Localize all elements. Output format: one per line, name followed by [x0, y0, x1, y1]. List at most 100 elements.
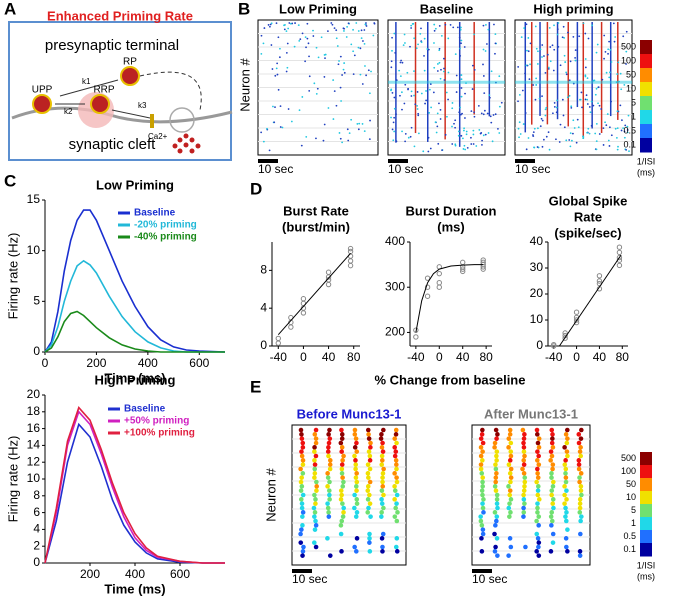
- raster-dot: [576, 462, 582, 467]
- raster-dot: [480, 505, 486, 511]
- colorbar-cell: [640, 517, 652, 531]
- raster-dot: [480, 112, 483, 115]
- raster-dot: [361, 123, 364, 125]
- x-tick-label: 200: [80, 567, 100, 581]
- raster-dot: [410, 27, 413, 29]
- raster-dot: [518, 121, 521, 124]
- raster-dot: [608, 126, 611, 129]
- raster-dot: [569, 145, 572, 148]
- raster-dot: [449, 23, 452, 26]
- raster-dot: [493, 23, 495, 26]
- raster-dot: [438, 102, 440, 105]
- raster-dot: [522, 479, 528, 485]
- raster-dot: [614, 127, 617, 130]
- raster-dot: [368, 92, 371, 95]
- raster-dot: [325, 501, 330, 506]
- raster-dot: [399, 61, 402, 64]
- raster-dot: [536, 453, 541, 459]
- colorbar-label: 0.5: [623, 531, 636, 541]
- raster-dot: [577, 126, 580, 129]
- raster-dot: [625, 50, 628, 53]
- raster-dot: [299, 453, 305, 459]
- raster-dot: [367, 458, 373, 463]
- raster-dot: [482, 24, 485, 27]
- raster-dot: [550, 436, 555, 441]
- raster-dot: [313, 518, 318, 524]
- raster-dot: [353, 436, 359, 441]
- raster-dot: [626, 129, 629, 131]
- raster-dot: [320, 36, 323, 39]
- raster-dot: [498, 75, 501, 78]
- raster-dot: [352, 50, 355, 53]
- colorbar-unit: 1/ISI: [637, 560, 656, 570]
- raster-dot: [361, 83, 364, 85]
- raster-dot: [480, 440, 486, 446]
- raster-dot: [551, 44, 554, 47]
- raster-dot: [400, 59, 403, 62]
- raster-dot: [299, 449, 304, 454]
- chart-subtitle: (spike/sec): [554, 225, 621, 240]
- raster-dot: [367, 479, 373, 485]
- raster-dot: [616, 127, 619, 130]
- data-line: [44, 422, 225, 564]
- raster-dot: [572, 132, 574, 135]
- panel-letter: D: [250, 179, 262, 198]
- raster-dot: [299, 484, 305, 489]
- raster-dot: [327, 466, 333, 472]
- raster-dot: [610, 100, 612, 103]
- raster-dot: [535, 466, 540, 472]
- raster-dot: [470, 143, 473, 145]
- raster-dot: [353, 514, 359, 519]
- raster-dot: [471, 88, 474, 90]
- raster-dot: [478, 436, 484, 441]
- raster-dot: [417, 132, 420, 135]
- y-tick-label: 16: [27, 421, 41, 435]
- raster-dot: [463, 129, 465, 132]
- legend-label: Baseline: [134, 208, 176, 219]
- raster-dot: [480, 479, 485, 485]
- raster-dot: [607, 139, 610, 142]
- raster-dot: [550, 462, 556, 467]
- raster-dot: [352, 432, 358, 437]
- raster-dot: [480, 531, 486, 537]
- raster-dot: [550, 531, 556, 537]
- raster-dot: [403, 102, 406, 105]
- raster-dot: [482, 134, 485, 137]
- raster-dot: [535, 471, 540, 476]
- raster-dot: [301, 544, 306, 550]
- raster-dot: [537, 50, 539, 53]
- y-tick-label: 18: [27, 404, 41, 418]
- raster-dot: [507, 432, 513, 437]
- raster-title: Low Priming: [279, 1, 357, 16]
- data-line: [44, 209, 226, 353]
- raster-dot: [492, 445, 497, 450]
- raster-dot: [443, 79, 446, 81]
- raster-dot: [549, 518, 555, 524]
- raster-dot: [547, 67, 550, 70]
- raster-dot: [586, 131, 588, 134]
- raster-dot: [610, 134, 613, 137]
- raster-dot: [532, 135, 535, 138]
- raster-dot: [508, 449, 514, 454]
- raster-dot: [472, 129, 475, 132]
- raster-dot: [459, 106, 462, 109]
- raster-dot: [577, 501, 583, 506]
- colorbar-label: 0.1: [623, 139, 636, 149]
- raster-dot: [569, 132, 572, 135]
- raster-dot: [595, 51, 598, 54]
- colorbar-unit: (ms): [637, 167, 655, 177]
- raster-dot: [549, 488, 555, 493]
- raster-dot: [541, 145, 544, 148]
- raster-dot: [550, 445, 556, 450]
- raster-dot: [425, 99, 428, 102]
- raster-dot: [454, 143, 457, 146]
- raster-dot: [616, 148, 619, 151]
- data-point: [573, 309, 580, 315]
- raster-dot: [378, 436, 384, 441]
- colorbar-cell: [640, 543, 652, 557]
- raster-dot: [536, 514, 542, 519]
- raster-dot: [353, 484, 359, 489]
- raster-dot: [263, 27, 266, 29]
- raster-dot: [544, 108, 547, 111]
- raster-dot: [494, 52, 496, 55]
